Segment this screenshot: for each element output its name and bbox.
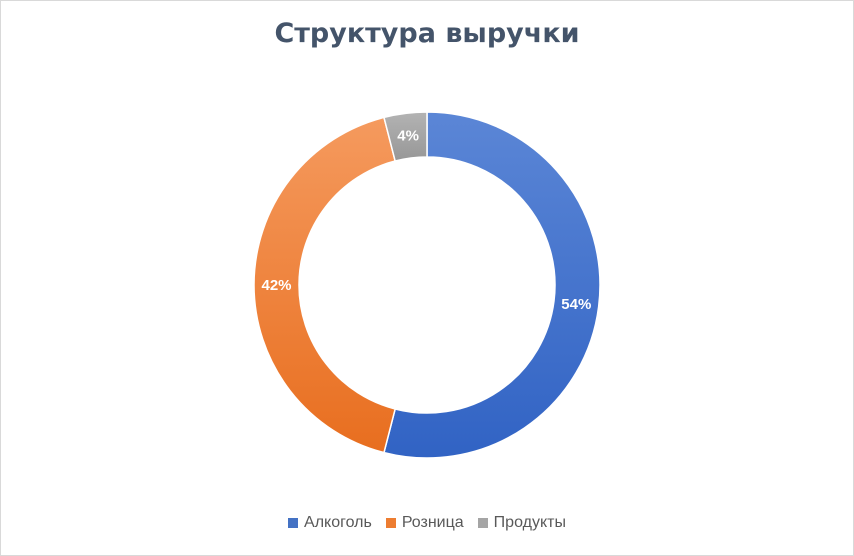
chart-legend: Алкоголь Розница Продукты — [0, 514, 854, 532]
slice-products — [383, 111, 428, 162]
legend-label: Алкоголь — [304, 514, 372, 531]
slice-alcohol — [383, 111, 601, 459]
legend-label: Продукты — [493, 514, 566, 531]
legend-item-products: Продукты — [477, 514, 566, 532]
data-label-alcohol: 54% — [561, 296, 591, 313]
legend-item-retail: Розница — [385, 514, 464, 532]
legend-item-alcohol: Алкоголь — [288, 514, 372, 532]
data-label-retail: 42% — [261, 277, 291, 294]
legend-label: Розница — [401, 514, 464, 531]
slice-retail — [253, 116, 397, 454]
legend-swatch — [385, 518, 396, 528]
chart-title: Структура выручки — [274, 18, 580, 49]
legend-swatch — [477, 518, 488, 528]
legend-swatch — [288, 518, 299, 528]
data-label-products: 4% — [397, 128, 419, 145]
